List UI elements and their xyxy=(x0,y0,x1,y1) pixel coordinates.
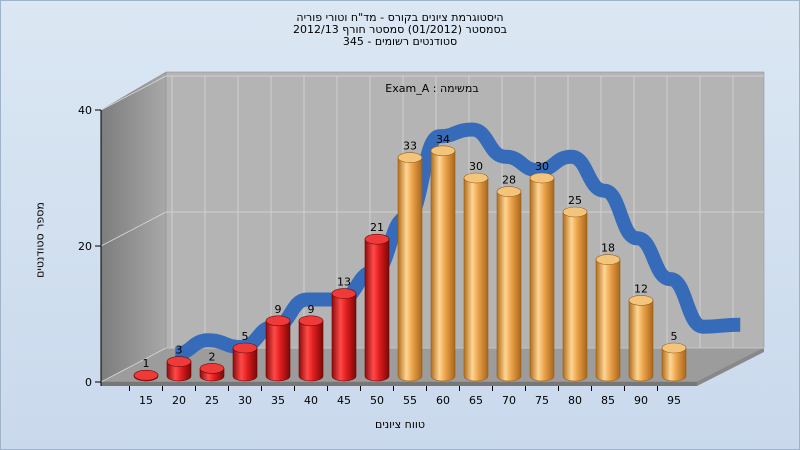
bar-value-label: 2 xyxy=(209,350,216,363)
bar xyxy=(661,342,687,382)
bar xyxy=(562,206,588,382)
x-tick-label: 40 xyxy=(304,394,318,407)
bar-value-label: 30 xyxy=(535,160,549,173)
x-tick-label: 35 xyxy=(271,394,285,407)
x-tick-label: 75 xyxy=(535,394,549,407)
x-tick-label: 65 xyxy=(469,394,483,407)
x-tick-label: 45 xyxy=(337,394,351,407)
y-tick-label: 40 xyxy=(78,104,92,117)
bar-value-label: 9 xyxy=(275,303,282,316)
bar xyxy=(364,233,390,382)
bar xyxy=(397,152,423,382)
bar-value-label: 30 xyxy=(469,160,483,173)
floor-edge xyxy=(101,382,697,386)
gridline-left xyxy=(100,75,167,111)
chart-title-line-1: היסטוגרמת ציונים בקורס - מד"ח וטורי פורי… xyxy=(296,11,504,24)
bar xyxy=(529,172,555,382)
bar xyxy=(298,315,324,382)
bar xyxy=(265,315,291,382)
x-tick-label: 90 xyxy=(634,394,648,407)
task-subtitle: Exam_A : במשימה xyxy=(385,82,478,95)
x-tick-label: 85 xyxy=(601,394,615,407)
x-tick-label: 95 xyxy=(667,394,681,407)
bar-value-label: 5 xyxy=(671,330,678,343)
bar-value-label: 18 xyxy=(601,242,615,255)
bar xyxy=(595,254,621,382)
bar xyxy=(463,172,489,382)
bar xyxy=(133,369,159,382)
bar-value-label: 3 xyxy=(176,344,183,357)
gridline-left xyxy=(100,347,167,383)
bar-value-label: 28 xyxy=(502,174,516,187)
bar-value-label: 33 xyxy=(403,140,417,153)
left-wall xyxy=(100,71,167,383)
x-tick-label: 80 xyxy=(568,394,582,407)
gridline-left xyxy=(100,211,167,247)
bar-value-label: 5 xyxy=(242,330,249,343)
x-tick-label: 20 xyxy=(172,394,186,407)
bar-value-label: 34 xyxy=(436,133,450,146)
x-tick-label: 25 xyxy=(205,394,219,407)
chart-title-line-2: בסמסטר (01/2012) סמסטר חורף 2012/13 xyxy=(293,23,507,36)
bar xyxy=(496,186,522,382)
bar xyxy=(331,288,357,382)
bar-value-label: 21 xyxy=(370,221,384,234)
x-tick-label: 50 xyxy=(370,394,384,407)
bar-value-label: 25 xyxy=(568,194,582,207)
bar xyxy=(232,342,258,382)
bar-value-label: 12 xyxy=(634,282,648,295)
x-tick-label: 30 xyxy=(238,394,252,407)
x-tick-label: 15 xyxy=(139,394,153,407)
chart-title-line-3: סטודנטים רשומים - 345 xyxy=(342,35,458,48)
x-tick-label: 70 xyxy=(502,394,516,407)
bar xyxy=(430,145,456,382)
floor-right-edge xyxy=(697,348,764,386)
x-tick-label: 55 xyxy=(403,394,417,407)
bar xyxy=(166,356,192,382)
x-axis-label: טווח ציונים xyxy=(375,418,425,431)
y-tick-label: 20 xyxy=(78,240,92,253)
y-tick-label: 0 xyxy=(85,376,92,389)
bar xyxy=(628,295,654,382)
bar-value-label: 9 xyxy=(308,303,315,316)
x-tick-label: 60 xyxy=(436,394,450,407)
bar xyxy=(199,363,225,382)
bar-value-label: 13 xyxy=(337,276,351,289)
bar-value-label: 1 xyxy=(143,357,150,370)
